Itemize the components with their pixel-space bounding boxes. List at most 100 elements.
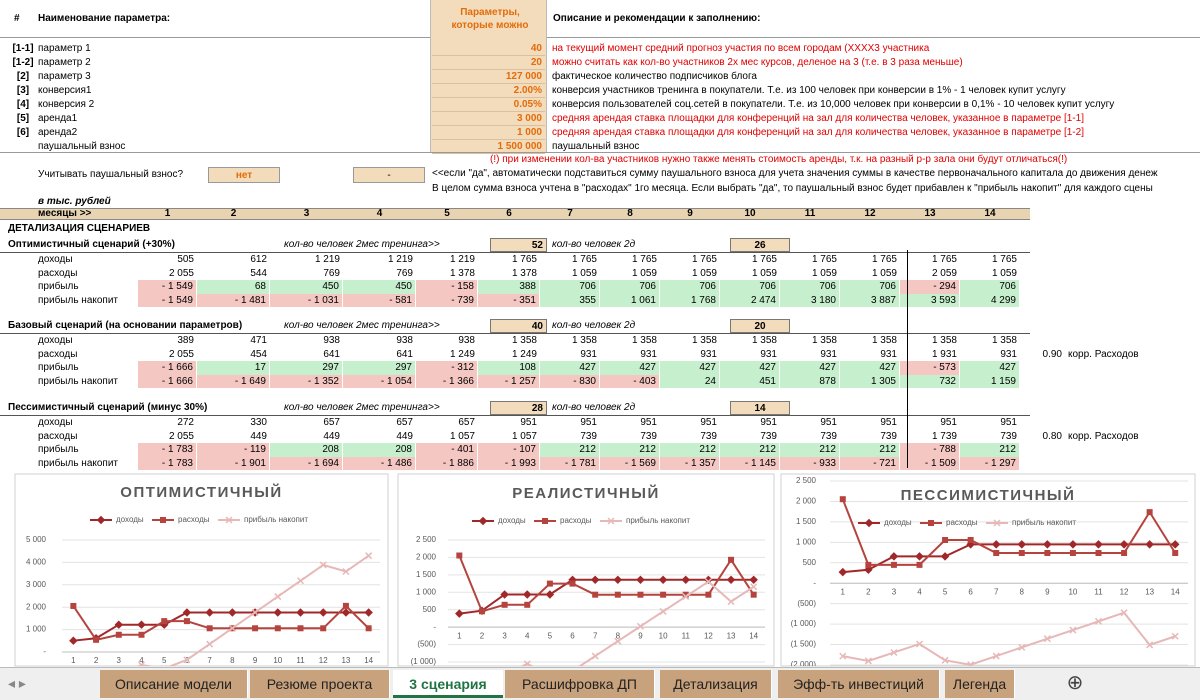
cell-value: 1 931 (931, 348, 957, 360)
sheet-tab[interactable]: Эфф-ть инвестиций (778, 670, 940, 698)
marker (682, 593, 690, 601)
marker (1044, 550, 1051, 557)
cell-value: 1 219 (314, 254, 340, 265)
y-tick-label: 2 000 (796, 497, 817, 506)
marker (613, 575, 623, 585)
marker (341, 608, 351, 617)
cell-value: 1 358 (931, 335, 957, 346)
cell-value: 706 (780, 280, 840, 294)
marker (502, 671, 508, 677)
sheet-tab[interactable]: Расшифровка ДП (505, 670, 655, 698)
cell-value: 657 (323, 417, 340, 428)
marker (865, 561, 872, 568)
add-sheet[interactable]: ⊕ (1066, 672, 1084, 694)
chart-title: ПЕССИМИСТИЧНЫЙ (901, 486, 1076, 504)
sheet-tab[interactable]: Детализация (660, 670, 772, 698)
legend-label: расходы (560, 516, 592, 525)
marker (1069, 626, 1077, 634)
param-id: [3] (16, 85, 30, 96)
cell-value: - 573 (900, 361, 960, 375)
param-value: 1 000 (432, 126, 545, 140)
cell-value: 427 (780, 361, 840, 375)
y-tick-label: 1 000 (26, 625, 47, 634)
series-line (136, 554, 370, 666)
sheet-tab[interactable]: Описание модели (100, 670, 248, 698)
cell-value: 1 059 (631, 267, 657, 279)
legend-marker (160, 517, 166, 523)
marker (273, 608, 283, 617)
cell-value: 951 (940, 417, 957, 428)
cell-value: - 312 (416, 361, 478, 375)
marker (993, 550, 1000, 557)
cell-value: - 1 257 (478, 374, 540, 388)
cell-value: - 1 694 (270, 456, 343, 470)
cell-value: - 1 145 (720, 456, 780, 470)
cell-value: - 739 (416, 293, 478, 307)
y-tick-label: - (43, 647, 46, 656)
marker (365, 625, 372, 632)
cell-value: 951 (700, 417, 717, 428)
param-value: 2.00% (432, 84, 545, 98)
marker (545, 590, 555, 599)
scenario-line (0, 252, 1030, 253)
cell-value: 427 (660, 361, 720, 375)
legend-label: прибыль накопит (244, 515, 308, 524)
marker (1094, 540, 1103, 549)
sheet-tab[interactable]: 3 сценария (393, 670, 503, 698)
month: 2 (230, 208, 237, 219)
cell-value: 449 (323, 430, 340, 442)
marker (547, 672, 553, 678)
corr-label: корр. Расходов (1068, 348, 1139, 360)
header-name: Наименование параметра: (38, 13, 171, 24)
marker (614, 591, 621, 598)
series-line (520, 580, 755, 666)
row-label: прибыль накопит (38, 375, 119, 387)
x-tick-label: 2 (866, 587, 871, 596)
marker (501, 601, 508, 608)
y-tick-label: 5 000 (26, 535, 47, 544)
param-id: [1-2] (12, 57, 34, 68)
cell-value: - 1 549 (138, 280, 197, 294)
y-tick-label: 4 000 (26, 558, 47, 567)
marker (941, 656, 949, 664)
param-description: фактическое количество подписчиков блога (552, 71, 757, 82)
marker (705, 591, 712, 598)
cell-value: 1 358 (511, 335, 537, 346)
cell-value: 212 (960, 443, 1020, 457)
marker (183, 656, 191, 664)
marker (252, 625, 259, 632)
cell-value: 1 057 (449, 430, 475, 442)
y-tick-label: (500) (797, 599, 816, 608)
sheet-tab[interactable]: Резюме проекта (250, 670, 390, 698)
marker (992, 652, 1000, 660)
cell-value: 355 (540, 293, 600, 307)
param-name: параметр 2 (38, 57, 91, 68)
marker (206, 625, 213, 632)
param-value: 20 (432, 56, 545, 70)
cell-value: - 107 (478, 443, 540, 457)
cell-value: 739 (820, 430, 837, 442)
legend-label: доходы (884, 518, 912, 527)
row-label: прибыль накопит (38, 457, 119, 469)
x-tick-label: 10 (273, 656, 282, 665)
marker (364, 608, 373, 617)
series-line (72, 604, 370, 641)
marker (318, 608, 328, 617)
x-tick-label: 6 (570, 631, 575, 640)
month: 11 (804, 208, 816, 219)
fee-answer[interactable]: нет (208, 167, 280, 183)
sheet-tab[interactable]: Легенда (945, 670, 1015, 698)
param-id: [1-1] (12, 43, 34, 54)
legend-label: расходы (178, 515, 210, 524)
param-name: конверсия 2 (38, 99, 95, 110)
x-tick-label: 1 (457, 631, 462, 640)
chart-panel (780, 473, 1196, 667)
marker (659, 607, 667, 615)
marker (916, 561, 923, 568)
unit: в тыс. рублей (38, 196, 111, 207)
cell-value: 450 (270, 280, 343, 294)
cell-value: 732 (900, 374, 960, 388)
marker (890, 561, 897, 568)
training-value: 40 (490, 319, 547, 333)
